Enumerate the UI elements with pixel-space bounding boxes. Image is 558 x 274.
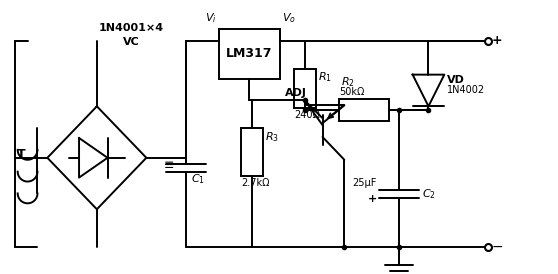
Text: T: T: [17, 148, 25, 161]
Text: $R_3$: $R_3$: [265, 130, 279, 144]
Text: 240Ω: 240Ω: [294, 110, 320, 120]
Bar: [219, 29, 280, 79]
Text: +: +: [368, 195, 377, 204]
Bar: [242, 128, 263, 176]
Text: VD: VD: [448, 75, 465, 85]
Text: $V_o$: $V_o$: [282, 11, 296, 25]
Text: LM317: LM317: [226, 47, 272, 60]
Text: −: −: [492, 240, 503, 254]
Text: VC: VC: [123, 37, 140, 47]
Text: 1N4001×4: 1N4001×4: [99, 23, 164, 33]
Text: $C_1$: $C_1$: [191, 173, 205, 186]
Text: 25μF: 25μF: [353, 178, 377, 189]
Text: 2.7kΩ: 2.7kΩ: [242, 178, 270, 188]
Text: +: +: [492, 35, 502, 47]
Bar: [339, 99, 389, 121]
Text: $V_i$: $V_i$: [205, 11, 217, 25]
Text: ADJ: ADJ: [285, 89, 307, 98]
Bar: [294, 69, 316, 108]
Text: 1N4002: 1N4002: [448, 85, 485, 95]
Text: 50kΩ: 50kΩ: [339, 87, 365, 97]
Text: $C_2$: $C_2$: [421, 187, 435, 201]
Text: ≡: ≡: [164, 159, 175, 172]
Text: $R_2$: $R_2$: [341, 76, 355, 90]
Text: $R_1$: $R_1$: [318, 71, 331, 84]
